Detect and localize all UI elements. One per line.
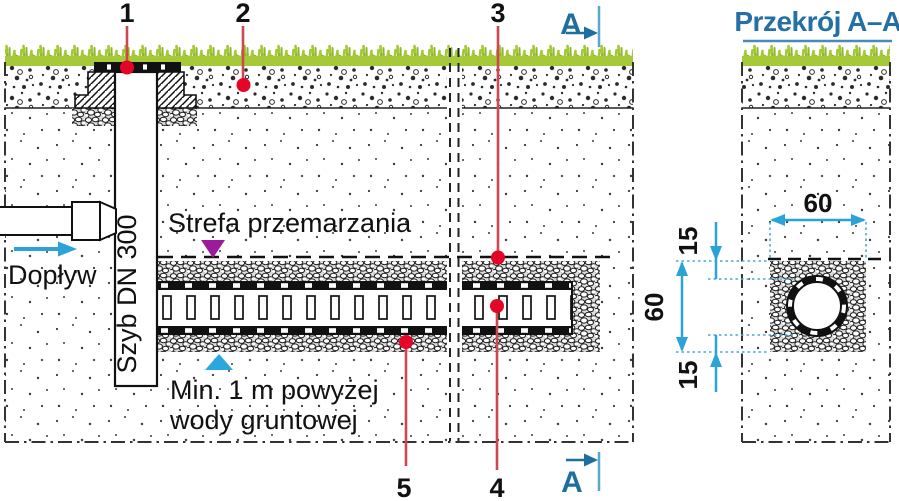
leader-lines <box>125 26 500 470</box>
dim-cover-bottom: 15 <box>673 335 722 392</box>
drain-pipe-bottom-perforations <box>158 326 572 335</box>
leader-dot-5 <box>399 335 413 349</box>
drain-pipe-top-perforations <box>158 281 572 290</box>
callout-5: 5 <box>396 473 411 501</box>
aa-pipe-cross-section <box>786 275 848 337</box>
leader-dots <box>120 60 505 349</box>
leader-dot-2 <box>236 78 251 92</box>
dim-cover-top: 15 <box>673 222 722 279</box>
break-line <box>447 48 462 441</box>
leader-dot-1 <box>120 60 134 75</box>
drain-pipe-slots <box>158 290 572 326</box>
callout-2: 2 <box>235 0 250 28</box>
section-aa-panel: Przekrój A–A <box>639 6 899 443</box>
shaft-gravel-bed-left <box>72 108 115 126</box>
drain-pipe <box>158 281 573 335</box>
aa-excavation-border <box>741 62 891 443</box>
dim-cover-top-value: 15 <box>673 227 703 256</box>
section-title: Przekrój A–A <box>734 6 899 37</box>
manhole-cover <box>94 62 181 72</box>
leader-dot-4 <box>490 299 504 313</box>
dim-cover-bottom-value: 15 <box>673 361 703 390</box>
section-arrow-icon-top <box>584 26 598 40</box>
inflow-label: Dopływ <box>8 260 97 290</box>
dim-width-value: 60 <box>804 188 833 218</box>
dim-width: 60 <box>770 188 866 226</box>
main-section-panel: Szyb DN 300 Dopływ Strefa przemarzania M… <box>0 0 634 501</box>
section-letter-top: A <box>560 8 582 41</box>
groundwater-marker-icon <box>205 354 233 370</box>
callout-1: 1 <box>119 0 134 28</box>
excavation-border <box>4 62 634 443</box>
section-arrow-icon-bottom <box>584 453 598 467</box>
groundwater-label-line1: Min. 1 m powyżej <box>170 375 379 405</box>
dim-height-value: 60 <box>639 293 669 322</box>
inflow-annotation: Dopływ <box>8 241 97 290</box>
freeze-depth-marker-icon <box>201 240 225 258</box>
section-marker-bottom: A <box>561 452 601 499</box>
shaft-label: Szyb DN 300 <box>112 214 142 373</box>
dim-height: 60 <box>639 261 688 352</box>
inflow-arrowhead-icon <box>58 241 77 257</box>
shaft-gravel-bed-right <box>157 108 197 126</box>
groundwater-label-line2: wody gruntowej <box>169 405 358 435</box>
shaft-assembly: Szyb DN 300 <box>72 62 197 388</box>
break-dashes <box>449 48 460 441</box>
section-marker-top: A <box>560 6 601 47</box>
callout-3: 3 <box>490 0 505 28</box>
section-letter-bottom: A <box>561 466 583 499</box>
aa-topsoil-texture <box>742 64 890 108</box>
inflow-pipe <box>0 200 117 242</box>
dimension-annotations: 60 60 15 15 <box>639 188 867 392</box>
leader-dot-3 <box>491 250 505 265</box>
callout-4: 4 <box>489 473 504 501</box>
aa-grass-strip <box>742 44 890 66</box>
freeze-zone-label: Strefa przemarzania <box>168 208 412 238</box>
witness-lines <box>676 222 867 353</box>
grass-strip <box>5 44 633 66</box>
